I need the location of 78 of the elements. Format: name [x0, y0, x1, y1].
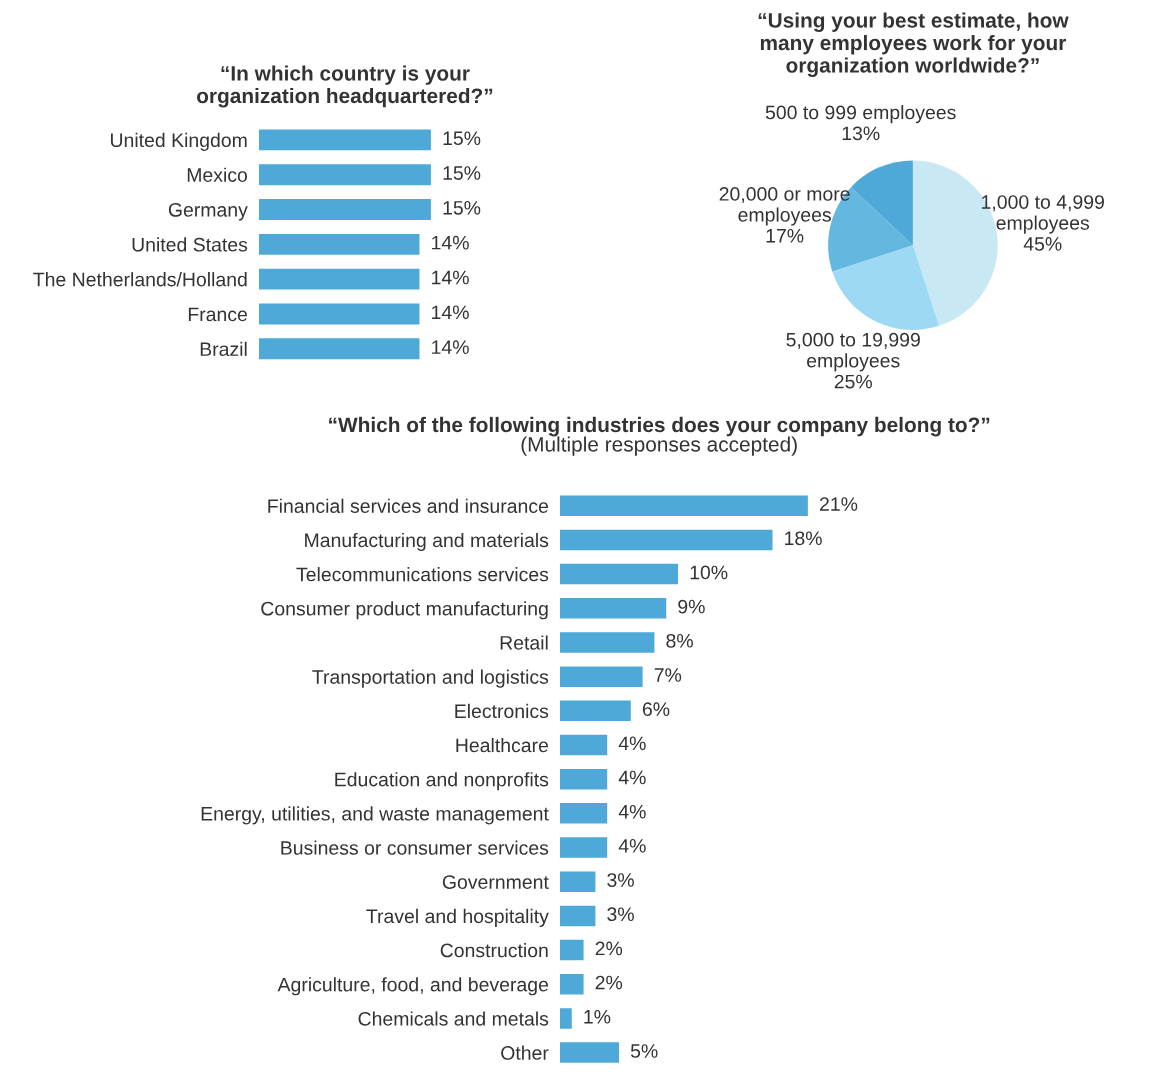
- y-tick-label: Business or consumer services: [281, 840, 549, 855]
- bar: [559, 666, 643, 687]
- data-label: 5%: [630, 1044, 658, 1058]
- bar: [559, 598, 667, 619]
- bar: [559, 529, 773, 551]
- y-tick-label: Electronics: [455, 703, 549, 719]
- data-label: 15%: [443, 166, 481, 180]
- data-label: 17%: [766, 229, 804, 243]
- y-tick-label: Manufacturing and materials: [305, 532, 549, 552]
- data-label: 14%: [432, 305, 469, 320]
- data-label: 4%: [618, 839, 646, 853]
- bar: [559, 871, 596, 892]
- bar: [559, 768, 608, 790]
- bar: [559, 734, 608, 756]
- data-label: 6%: [642, 702, 670, 717]
- chart-title: “Using your best estimate, how many employees work for your organization worldwide?”: [758, 12, 1069, 77]
- data-label: 1%: [584, 1009, 611, 1024]
- pie-slice: [832, 245, 940, 330]
- y-tick-label: Chemicals and metals: [358, 1011, 549, 1026]
- y-tick-label: The Netherlands/Holland: [33, 272, 247, 287]
- bar: [559, 905, 596, 927]
- data-label: 15%: [443, 131, 481, 146]
- data-label: 13%: [842, 126, 880, 141]
- data-label: 4%: [618, 804, 646, 819]
- bar: [559, 632, 655, 653]
- y-tick-label: Mexico: [187, 167, 248, 182]
- pie-slice: [851, 160, 913, 246]
- bar: [559, 837, 608, 858]
- data-label: 14%: [432, 340, 469, 354]
- y-tick-label: Government: [442, 875, 549, 889]
- data-label: 18%: [785, 531, 822, 546]
- data-label: 2%: [595, 975, 623, 990]
- y-tick-label: Energy, utilities, and waste management: [201, 806, 549, 825]
- y-tick-label: United Kingdom: [110, 132, 247, 151]
- data-label: 4%: [618, 770, 646, 785]
- data-label: 2%: [595, 941, 623, 956]
- data-label: 8%: [666, 633, 693, 648]
- data-label: 4%: [618, 736, 646, 751]
- data-label: 45%: [1023, 237, 1062, 251]
- y-tick-label: Education and nonprofits: [335, 772, 549, 791]
- y-tick-label: Transportation and logistics: [312, 669, 549, 688]
- y-tick-label: United States: [132, 237, 248, 252]
- bar: [559, 974, 584, 995]
- y-tick-label: Agriculture, food, and beverage: [277, 977, 549, 996]
- data-label: 9%: [678, 599, 705, 614]
- bar: [559, 700, 631, 722]
- data-label: 7%: [654, 668, 682, 682]
- y-tick-label: Healthcare: [456, 737, 548, 753]
- bar: [559, 939, 584, 961]
- y-tick-label: Construction: [440, 943, 548, 958]
- data-label: 25%: [834, 374, 872, 389]
- data-label: 3%: [607, 873, 634, 887]
- bar: [559, 1042, 619, 1063]
- y-tick-label: Brazil: [200, 341, 247, 357]
- y-tick-label: Travel and hospitality: [366, 908, 549, 927]
- data-label: 21%: [820, 497, 858, 511]
- chart-title: “In which country is your organization headquartered?”: [197, 65, 493, 108]
- bar: [559, 1008, 572, 1029]
- y-tick-label: Consumer product manufacturing: [261, 601, 548, 620]
- chart-title: “Which of the following industries does your company belong to?”: [329, 416, 990, 437]
- y-tick-label: Telecommunications services: [296, 567, 549, 582]
- bar: [559, 495, 808, 517]
- bar: [559, 563, 679, 585]
- y-tick-label: Retail: [500, 635, 548, 650]
- data-label: 10%: [690, 565, 728, 580]
- slice-label: 1,000 to 4,999 employees: [982, 195, 1104, 234]
- slice-label: 5,000 to 19,999 employees: [786, 332, 920, 372]
- bar: [559, 803, 608, 824]
- y-tick-label: Financial services and insurance: [268, 498, 549, 513]
- y-tick-label: France: [188, 307, 247, 322]
- chart-subtitle: (Multiple responses accepted): [521, 436, 797, 456]
- data-label: 15%: [443, 201, 481, 215]
- slice-label: 500 to 999 employees: [765, 105, 956, 124]
- data-label: 14%: [432, 235, 469, 250]
- data-label: 3%: [607, 907, 634, 922]
- data-label: 14%: [432, 270, 469, 285]
- y-tick-label: Germany: [168, 202, 248, 221]
- y-tick-label: Other: [501, 1045, 549, 1060]
